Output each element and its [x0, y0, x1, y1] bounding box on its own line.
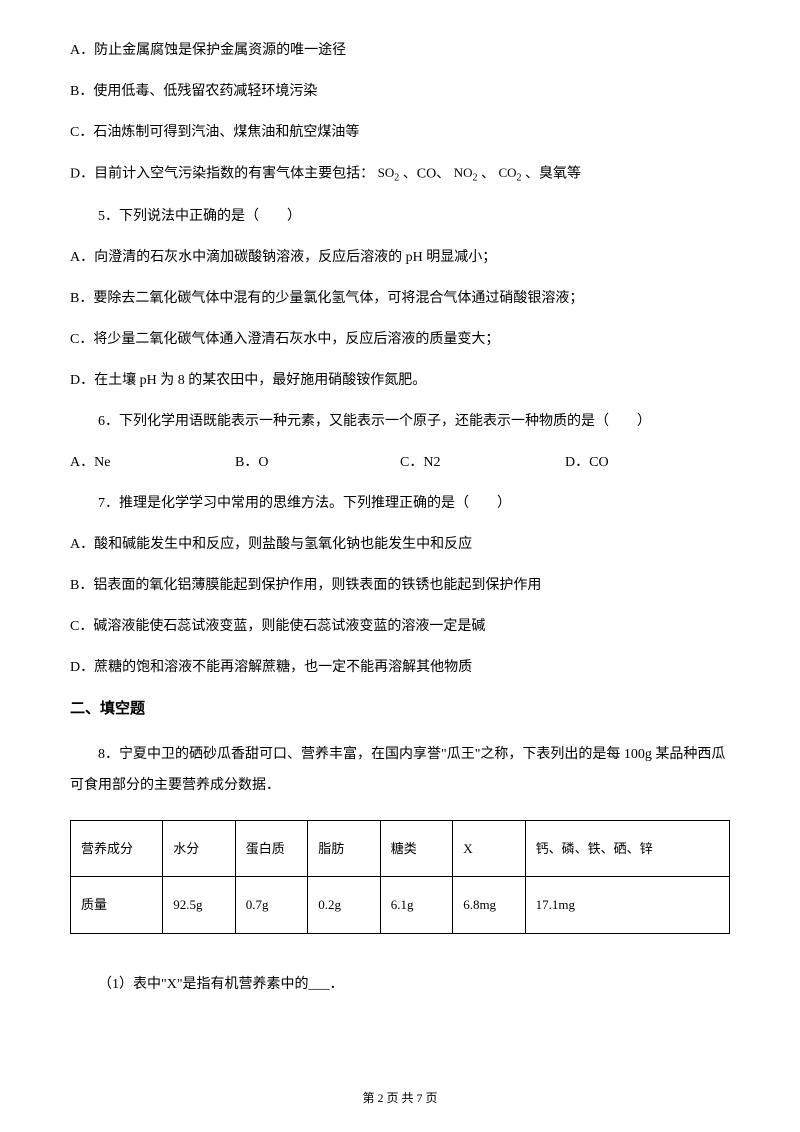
q7-stem: 7．推理是化学学习中常用的思维方法。下列推理正确的是（ ） [70, 493, 730, 514]
q8-sub1: （1）表中"X"是指有机营养素中的___． [70, 974, 730, 995]
nutrition-table: 营养成分 水分 蛋白质 脂肪 糖类 X 钙、磷、铁、硒、锌 质量 92.5g 0… [70, 820, 730, 934]
q5-stem: 5．下列说法中正确的是（ ） [70, 206, 730, 227]
q4-d-prefix: D．目前计入空气污染指数的有害气体主要包括： [70, 167, 374, 182]
q7-option-c: C．碱溶液能使石蕊试液变蓝，则能使石蕊试液变蓝的溶液一定是碱 [70, 616, 730, 637]
q4-d-sep1: 、CO、 [403, 167, 450, 182]
q7-option-a: A．酸和碱能发生中和反应，则盐酸与氢氧化钠也能发生中和反应 [70, 534, 730, 555]
q4-d-sep2: 、 [481, 167, 495, 182]
table-header-cell: 蛋白质 [235, 820, 307, 877]
q6-option-b: B．O [235, 452, 400, 473]
q8-stem: 8．宁夏中卫的硒砂瓜香甜可口、营养丰富，在国内享誉"瓜王"之称，下表列出的是每 … [70, 740, 730, 802]
q4-option-c: C．石油炼制可得到汽油、煤焦油和航空煤油等 [70, 122, 730, 143]
q4-d-so2: SO2 [378, 165, 400, 180]
table-cell: 0.7g [235, 877, 307, 934]
q4-option-d: D．目前计入空气污染指数的有害气体主要包括： SO2 、CO、 NO2 、 CO… [70, 163, 730, 186]
table-header-cell: 营养成分 [71, 820, 163, 877]
table-header-cell: 糖类 [380, 820, 452, 877]
q6-option-d: D．CO [565, 452, 730, 473]
q7-option-b: B．铝表面的氧化铝薄膜能起到保护作用，则铁表面的铁锈也能起到保护作用 [70, 575, 730, 596]
q6-option-a: A．Ne [70, 452, 235, 473]
q4-d-co2: CO2 [498, 165, 521, 180]
table-cell: 6.1g [380, 877, 452, 934]
q4-d-suffix: 、臭氧等 [525, 167, 581, 182]
table-cell: 92.5g [163, 877, 235, 934]
table-cell: 质量 [71, 877, 163, 934]
section2-title: 二、填空题 [70, 698, 730, 721]
q7-option-d: D．蔗糖的饱和溶液不能再溶解蔗糖，也一定不能再溶解其他物质 [70, 657, 730, 678]
table-cell: 6.8mg [453, 877, 525, 934]
q4-option-a: A．防止金属腐蚀是保护金属资源的唯一途径 [70, 40, 730, 61]
q5-option-a: A．向澄清的石灰水中滴加碳酸钠溶液，反应后溶液的 pH 明显减小； [70, 247, 730, 268]
q5-option-c: C．将少量二氧化碳气体通入澄清石灰水中，反应后溶液的质量变大； [70, 329, 730, 350]
table-header-cell: X [453, 820, 525, 877]
q6-stem: 6．下列化学用语既能表示一种元素，又能表示一个原子，还能表示一种物质的是（ ） [70, 411, 730, 432]
q6-option-c: C．N2 [400, 452, 565, 473]
table-cell: 17.1mg [525, 877, 729, 934]
q4-d-no2: NO2 [454, 165, 478, 180]
q5-option-d: D．在土壤 pH 为 8 的某农田中，最好施用硝酸铵作氮肥。 [70, 370, 730, 391]
page-footer: 第 2 页 共 7 页 [0, 1089, 800, 1107]
table-header-cell: 脂肪 [308, 820, 380, 877]
table-data-row: 质量 92.5g 0.7g 0.2g 6.1g 6.8mg 17.1mg [71, 877, 730, 934]
table-cell: 0.2g [308, 877, 380, 934]
table-header-row: 营养成分 水分 蛋白质 脂肪 糖类 X 钙、磷、铁、硒、锌 [71, 820, 730, 877]
table-header-cell: 水分 [163, 820, 235, 877]
q5-option-b: B．要除去二氧化碳气体中混有的少量氯化氢气体，可将混合气体通过硝酸银溶液； [70, 288, 730, 309]
q6-options: A．Ne B．O C．N2 D．CO [70, 452, 730, 473]
table-header-cell: 钙、磷、铁、硒、锌 [525, 820, 729, 877]
q4-option-b: B．使用低毒、低残留农药减轻环境污染 [70, 81, 730, 102]
